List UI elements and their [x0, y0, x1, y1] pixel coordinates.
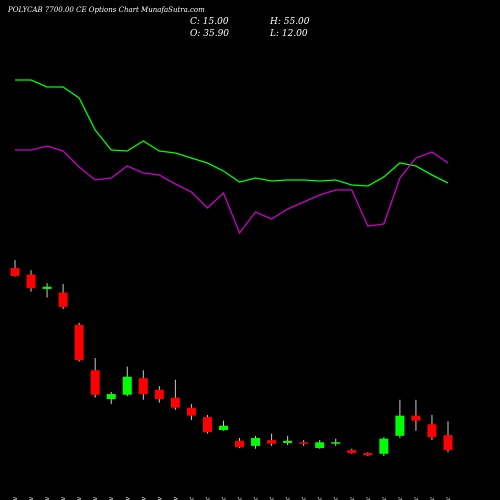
candle-body: [42, 286, 52, 289]
x-tick-label: 12 Dec: [317, 496, 324, 500]
x-tick-label: 19 Dec: [397, 496, 404, 500]
indicator-line: [15, 145, 449, 235]
x-tick-label: 18 Nov: [28, 496, 35, 500]
high-label: H: 55.00: [269, 17, 310, 27]
x-tick-label: 17 Nov: [12, 496, 19, 500]
x-tick-label: 29 Nov: [172, 496, 179, 500]
x-tick-label: 25 Nov: [108, 496, 115, 500]
candle-body: [299, 442, 309, 444]
chart-title: POLYCAB 7700.00 CE Options Chart MunafaS…: [7, 6, 205, 14]
candle-body: [379, 438, 389, 454]
x-tick-label: 13 Dec: [333, 496, 340, 500]
candle-body: [443, 435, 453, 451]
x-tick-label: 26 Dec: [445, 496, 452, 500]
candle-body: [154, 389, 164, 400]
candle-body: [202, 417, 212, 433]
x-tick-label: 06 Dec: [253, 496, 260, 500]
candle-body: [170, 397, 180, 408]
candle-body: [58, 292, 68, 307]
candle-body: [122, 376, 132, 395]
x-tick-label: 28 Nov: [156, 496, 163, 500]
candle-body: [138, 378, 148, 395]
candle-body: [90, 370, 100, 395]
x-tick-label: 26 Nov: [124, 496, 131, 500]
x-tick-label: 21 Nov: [76, 496, 83, 500]
candle-body: [363, 453, 373, 456]
low-label: L: 12.00: [269, 29, 308, 39]
candle-body: [251, 437, 261, 446]
candle-body: [315, 442, 325, 449]
x-tick-label: 05 Dec: [237, 496, 244, 500]
x-tick-label: 20 Nov: [60, 496, 67, 500]
candle-body: [411, 415, 421, 421]
candle-body: [267, 440, 277, 444]
x-tick-label: 09 Dec: [269, 496, 276, 500]
x-tick-label: 17 Dec: [365, 496, 372, 500]
candle-body: [74, 324, 84, 361]
x-tick-label: 03 Dec: [204, 496, 211, 500]
candle-body: [26, 274, 36, 289]
x-tick-label: 04 Dec: [220, 496, 227, 500]
x-tick-label: 11 Dec: [301, 496, 308, 500]
x-tick-label: 27 Nov: [140, 496, 147, 500]
indicator-line: [15, 79, 449, 187]
x-tick-label: 24 Nov: [92, 496, 99, 500]
candle-body: [235, 440, 245, 448]
candle-body: [395, 415, 405, 436]
open-label: O: 35.90: [190, 29, 229, 39]
close-label: C: 15.00: [190, 17, 229, 27]
x-tick-label: 19 Nov: [44, 496, 51, 500]
candle-body: [427, 424, 437, 438]
x-tick-label: 16 Dec: [349, 496, 356, 500]
x-tick-label: 24 Dec: [429, 496, 436, 500]
candle-body: [283, 440, 293, 443]
candle-body: [10, 268, 20, 276]
x-tick-label: 10 Dec: [285, 496, 292, 500]
x-tick-label: 23 Dec: [413, 496, 420, 500]
candle-body: [186, 407, 196, 416]
candle-body: [218, 425, 228, 431]
candle-body: [347, 450, 357, 454]
x-tick-label: 18 Dec: [381, 496, 388, 500]
candle-body: [331, 442, 341, 444]
x-tick-label: 02 Dec: [188, 496, 195, 500]
candle-body: [106, 394, 116, 400]
